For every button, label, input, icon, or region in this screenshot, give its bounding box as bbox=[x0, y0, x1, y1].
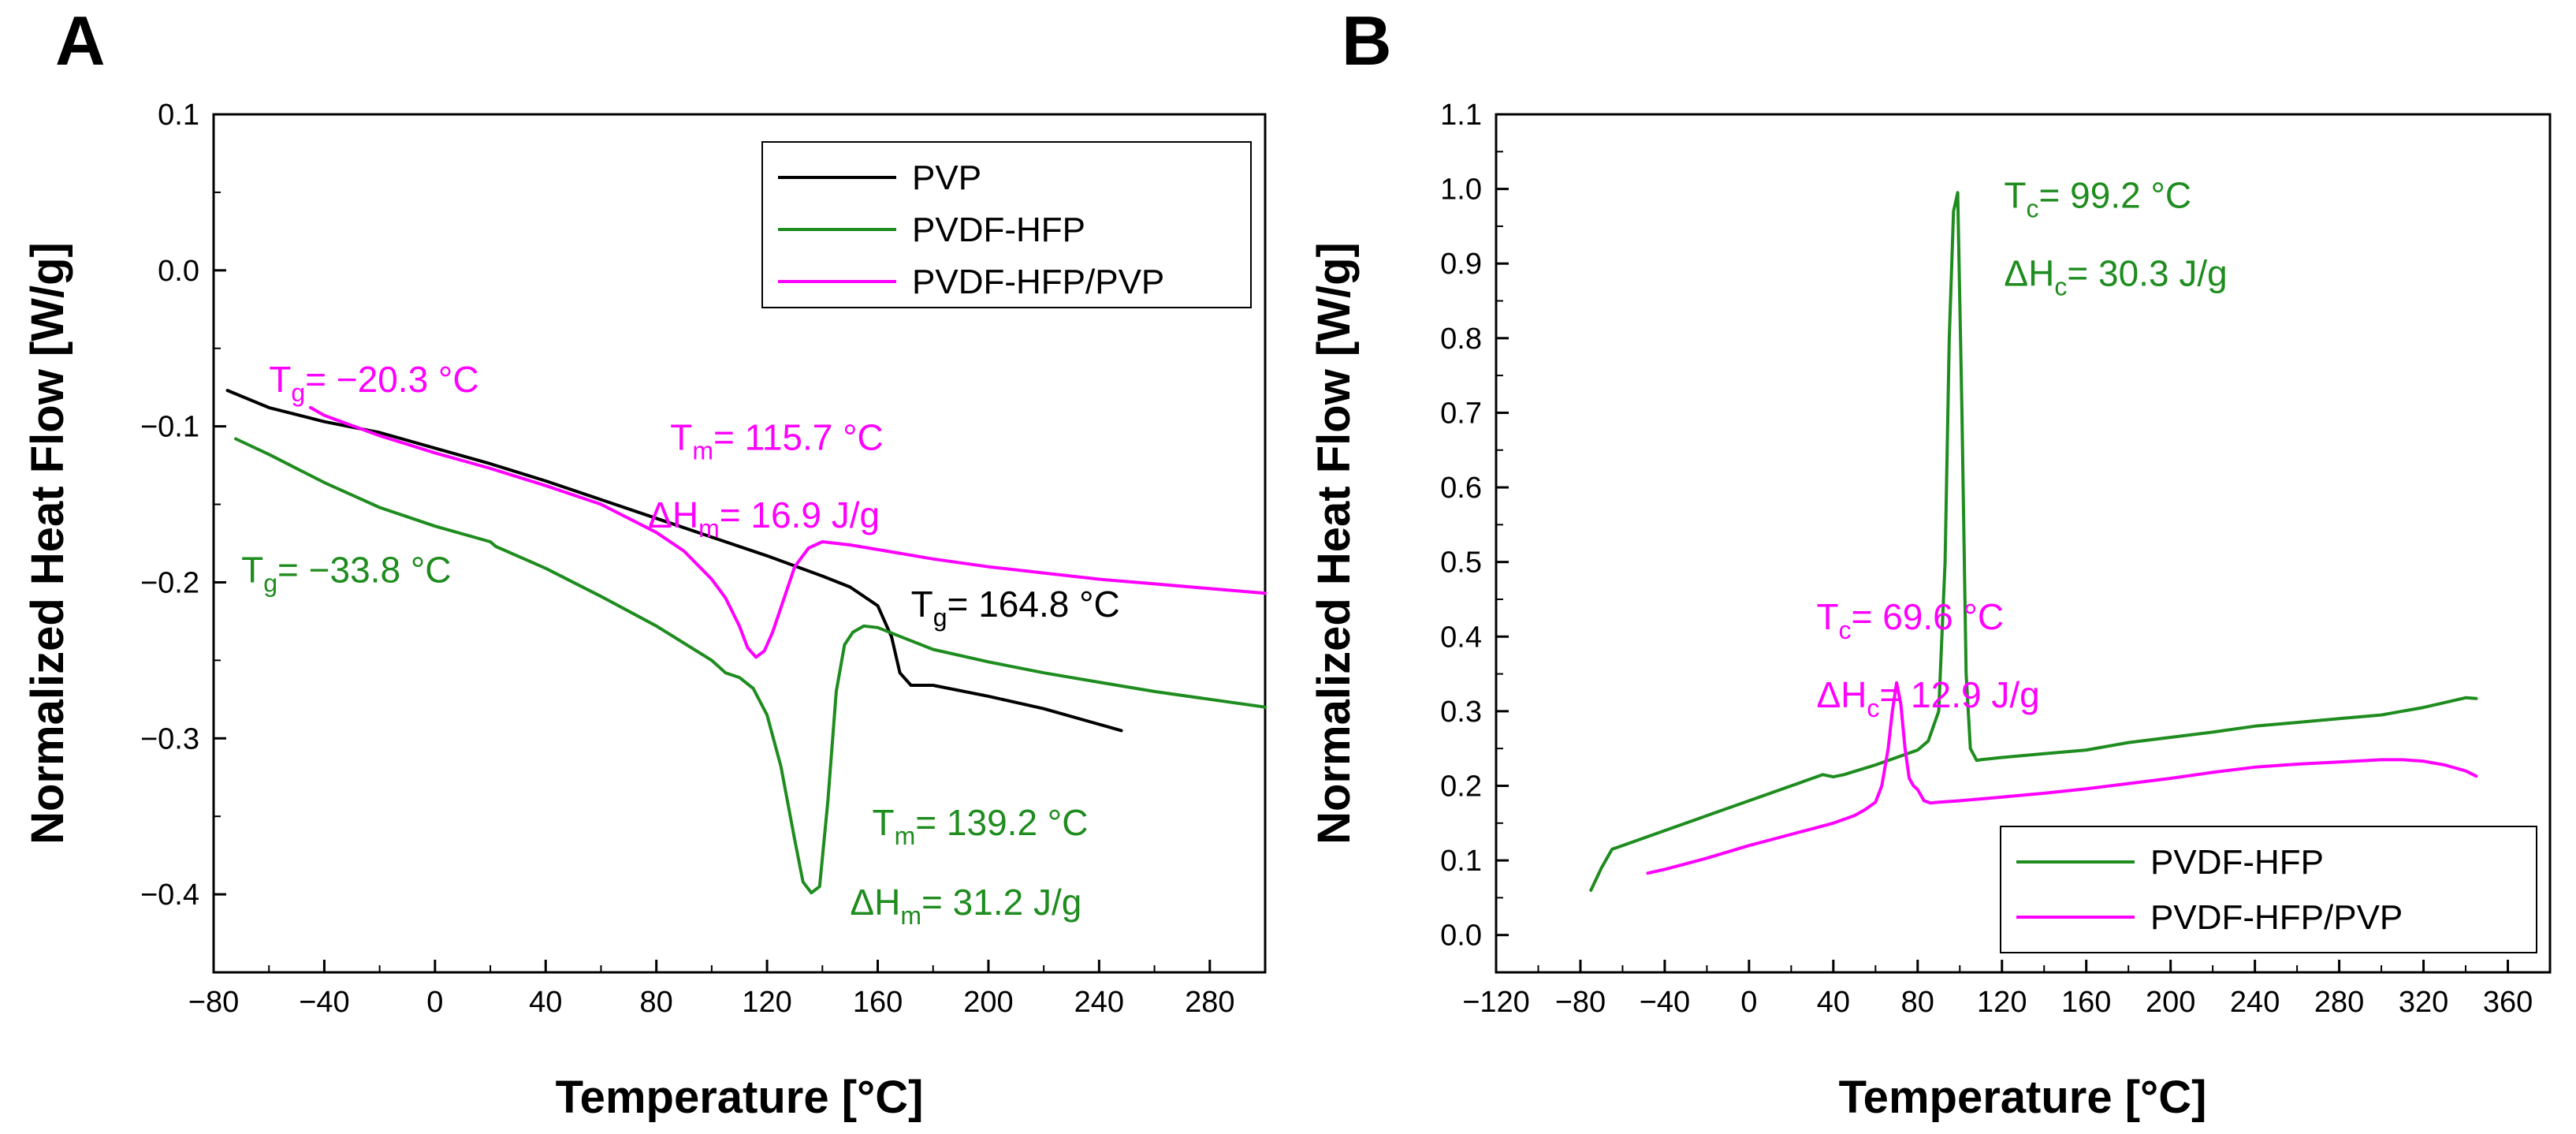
x-tick-label: 280 bbox=[2314, 986, 2364, 1019]
annotations-b: Tc= 99.2 °C ΔHc= 30.3 J/g Tc= 69.6 °C ΔHc= … bbox=[1816, 174, 2227, 722]
x-tick-label: 40 bbox=[1817, 986, 1850, 1019]
legend-a: PVP PVDF-HFP PVDF-HFP/PVP bbox=[761, 141, 1252, 308]
x-tick-label: 200 bbox=[963, 986, 1013, 1019]
y-tick-label: −0.1 bbox=[140, 411, 199, 444]
legend-label: PVDF-HFP bbox=[912, 211, 1085, 249]
legend-b: PVDF-HFP PVDF-HFP/PVP bbox=[2000, 826, 2537, 953]
x-tick-label: 240 bbox=[2230, 986, 2280, 1019]
y-tick-label: 0.7 bbox=[1440, 397, 1482, 430]
annotation-label: Tg= 164.8 °C bbox=[911, 584, 1120, 632]
y-tick-label: 0.1 bbox=[158, 99, 199, 132]
y-tick-label: 0.6 bbox=[1440, 472, 1482, 505]
x-tick-label: 80 bbox=[640, 986, 673, 1019]
x-tick-label: 160 bbox=[2061, 986, 2111, 1019]
series-line-pvdf-hfp-pvp bbox=[308, 405, 1267, 659]
x-tick-label: −80 bbox=[188, 986, 239, 1019]
x-tick-label: 200 bbox=[2146, 986, 2195, 1019]
annotation-label: ΔHm= 16.9 J/g bbox=[648, 494, 880, 543]
annotation-label: Tg= −20.3 °C bbox=[269, 359, 478, 407]
legend-label: PVDF-HFP/PVP bbox=[912, 263, 1164, 301]
x-tick-label: −40 bbox=[1640, 986, 1690, 1019]
y-axis-title-b: Normalized Heat Flow [W/g] bbox=[1308, 242, 1360, 845]
legend-items-b: PVDF-HFP PVDF-HFP/PVP bbox=[2016, 843, 2403, 937]
legend-box-b bbox=[2000, 826, 2537, 953]
y-axis-title-a: Normalized Heat Flow [W/g] bbox=[22, 242, 73, 845]
annotation-label: Tm= 139.2 °C bbox=[873, 802, 1089, 850]
y-tick-label: −0.2 bbox=[140, 566, 199, 599]
plot-frame-b bbox=[1495, 113, 2552, 974]
x-axis-title-a: Temperature [°C] bbox=[556, 1072, 924, 1123]
legend-label: PVDF-HFP/PVP bbox=[2150, 898, 2403, 937]
series-line-pvdf-hfp bbox=[234, 437, 1267, 895]
y-tick-label: 1.0 bbox=[1440, 173, 1482, 207]
chart-panel-b: B −120 −80 −40 0 40 80 120 160 200 240 280 320 360 0.… bbox=[1308, 2, 2552, 1123]
y-tick-label: 1.1 bbox=[1440, 99, 1482, 132]
legend-label: PVP bbox=[912, 159, 981, 197]
annotation-label: Tc= 69.6 °C bbox=[1816, 596, 2004, 644]
panel-letter-a: A bbox=[55, 2, 106, 80]
plot-frame-a bbox=[212, 113, 1267, 974]
y-tick-label: 0.3 bbox=[1440, 696, 1482, 729]
x-tick-label: 320 bbox=[2399, 986, 2448, 1019]
y-tick-label: 0.1 bbox=[1440, 845, 1482, 878]
chart-panel-a: A −80 −40 0 40 80 120 160 200 240 280 −0.4 −0.3 −0.2… bbox=[22, 2, 1267, 1123]
x-tick-label: 160 bbox=[853, 986, 903, 1019]
y-tick-label: −0.3 bbox=[140, 722, 199, 755]
legend-label: PVDF-HFP bbox=[2150, 843, 2324, 882]
x-tick-label: 120 bbox=[1977, 986, 2027, 1019]
x-tick-label: 120 bbox=[742, 986, 791, 1019]
x-tick-label: −40 bbox=[299, 986, 349, 1019]
annotation-label: Tm= 115.7 °C bbox=[670, 416, 884, 464]
axis-ticks-a: −80 −40 0 40 80 120 160 200 240 280 −0.4 −0.3 −0.2 −0… bbox=[140, 99, 1235, 1019]
series-line-pvdf-hfp bbox=[1589, 191, 2478, 892]
x-tick-label: 240 bbox=[1074, 986, 1124, 1019]
x-axis-title-b: Temperature [°C] bbox=[1839, 1072, 2207, 1123]
y-tick-label: 0.0 bbox=[158, 255, 199, 288]
x-tick-label: 360 bbox=[2483, 986, 2533, 1019]
annotation-label: ΔHc= 12.9 J/g bbox=[1816, 674, 2039, 722]
panel-letter-b: B bbox=[1342, 2, 1392, 80]
x-tick-label: −120 bbox=[1462, 986, 1530, 1019]
y-tick-label: 0.4 bbox=[1440, 621, 1482, 654]
annotation-label: Tc= 99.2 °C bbox=[2004, 174, 2191, 222]
axis-ticks-b: −120 −80 −40 0 40 80 120 160 200 240 280 320 360 0.0 0… bbox=[1440, 99, 2533, 1019]
y-tick-label: 0.2 bbox=[1440, 770, 1482, 803]
x-tick-label: 40 bbox=[529, 986, 562, 1019]
annotations-a: Tg= −20.3 °C Tm= 115.7 °C ΔHm= 16.9 J/g Tg=… bbox=[241, 359, 1120, 930]
x-tick-label: 0 bbox=[1740, 986, 1757, 1019]
x-tick-label: 80 bbox=[1901, 986, 1934, 1019]
legend-items-a: PVP PVDF-HFP PVDF-HFP/PVP bbox=[778, 159, 1164, 301]
x-tick-label: −80 bbox=[1555, 986, 1606, 1019]
annotation-label: ΔHc= 30.3 J/g bbox=[2004, 253, 2227, 301]
series-line-pvdf-hfp-pvp bbox=[1646, 681, 2478, 875]
annotation-label: ΔHm= 31.2 J/g bbox=[850, 882, 1081, 930]
x-tick-label: 280 bbox=[1185, 986, 1234, 1019]
annotation-label: Tg= −33.8 °C bbox=[241, 549, 451, 597]
y-tick-label: 0.9 bbox=[1440, 248, 1482, 281]
x-tick-label: 0 bbox=[426, 986, 443, 1019]
series-group-a bbox=[225, 389, 1267, 895]
y-tick-label: 0.8 bbox=[1440, 323, 1482, 356]
y-tick-label: 0.0 bbox=[1440, 920, 1482, 953]
y-tick-label: −0.4 bbox=[140, 878, 199, 912]
series-group-b bbox=[1589, 191, 2478, 892]
y-tick-label: 0.5 bbox=[1440, 546, 1482, 580]
